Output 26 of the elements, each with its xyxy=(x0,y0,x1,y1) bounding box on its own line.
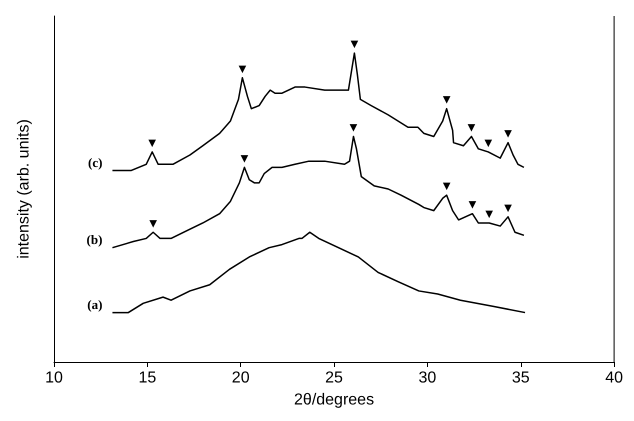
annotation: ▼ xyxy=(146,215,160,230)
annotation: ▼ xyxy=(440,92,454,107)
annotation: ▼ xyxy=(238,150,251,166)
annotation: (b) xyxy=(86,232,102,248)
x-tick-label: 20 xyxy=(232,370,250,386)
x-tick-label: 25 xyxy=(325,370,344,386)
x-tick-label: 15 xyxy=(138,370,156,386)
annotation: ▼ xyxy=(440,178,454,194)
annotation: ▼ xyxy=(502,200,514,215)
y-axis-title: intensity (arb. units) xyxy=(16,119,32,259)
annotation: (c) xyxy=(88,154,102,170)
annotation: ▼ xyxy=(347,119,360,134)
annotation: ▼ xyxy=(465,119,478,134)
x-tick-label: 40 xyxy=(605,370,624,386)
annotation: ▼ xyxy=(502,126,514,141)
annotation: ▼ xyxy=(348,36,361,52)
annotation: ▼ xyxy=(482,206,496,221)
x-tick-label: 35 xyxy=(512,370,530,386)
annotation: ▼ xyxy=(482,134,495,150)
x-tick-label: 30 xyxy=(418,370,436,386)
annotation: ▼ xyxy=(146,134,159,150)
annotation: ▼ xyxy=(236,60,249,76)
x-axis-title: 2θ/degrees xyxy=(294,392,374,408)
annotation: ▼ xyxy=(466,196,479,212)
annotation: (a) xyxy=(87,297,102,312)
x-tick-label: 10 xyxy=(45,370,63,386)
